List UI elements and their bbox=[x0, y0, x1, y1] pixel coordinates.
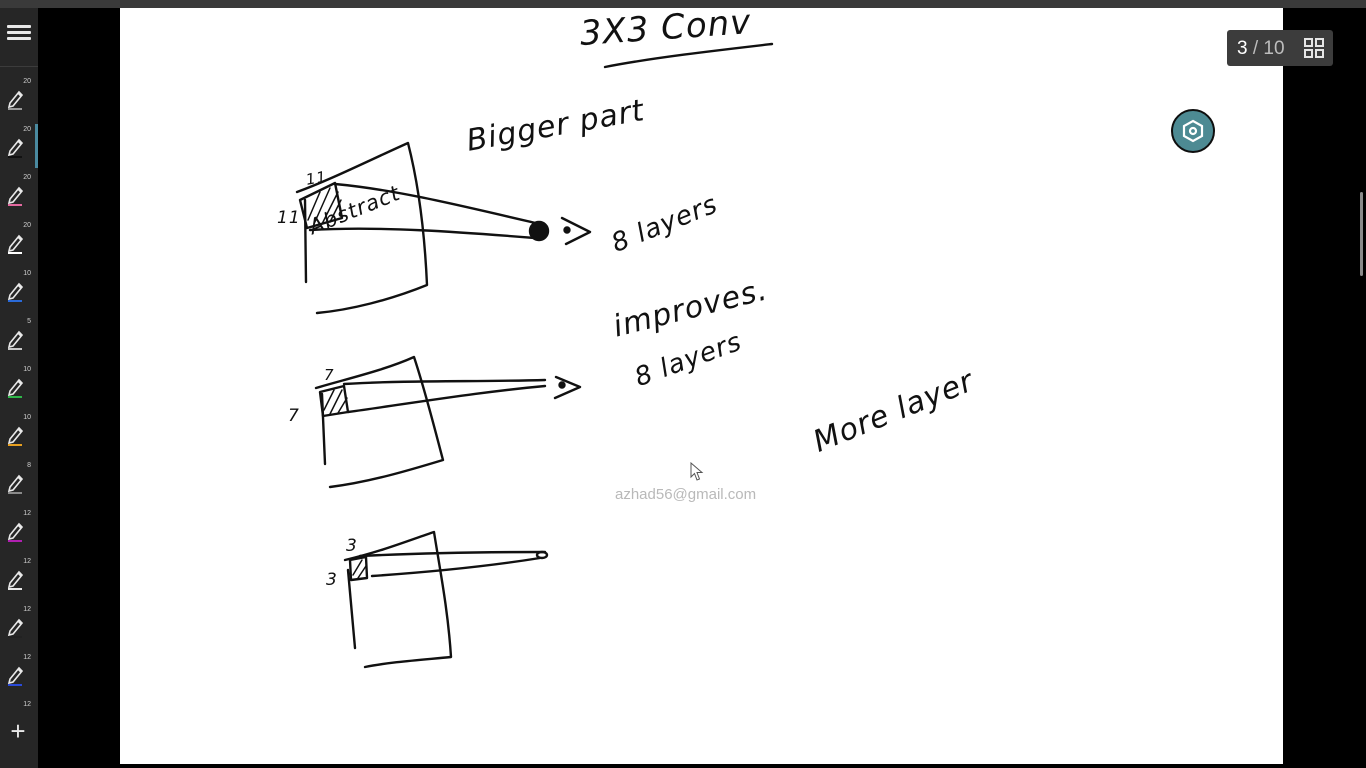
pen-toolbar: 20 20 20 20 10 5 10 10 8 12 12 12 12 12 + bbox=[0, 8, 38, 768]
pen-icon bbox=[7, 138, 24, 158]
pen-size-label: 5 bbox=[27, 318, 31, 325]
pen-size-label: 12 bbox=[23, 654, 31, 661]
page-indicator: 3 / 10 bbox=[1227, 30, 1333, 66]
add-tool-size: 12 bbox=[23, 701, 31, 708]
pen-icon bbox=[7, 234, 24, 254]
pen-size-label: 20 bbox=[23, 222, 31, 229]
pen-icon bbox=[7, 666, 24, 686]
pen-tool-12[interactable]: 12 bbox=[0, 604, 38, 648]
pen-icon bbox=[7, 570, 24, 590]
pen-tool-3[interactable]: 20 bbox=[0, 172, 38, 216]
pen-tool-6[interactable]: 5 bbox=[0, 316, 38, 360]
vertical-scrollbar[interactable] bbox=[1360, 192, 1363, 276]
pen-tool-7[interactable]: 10 bbox=[0, 364, 38, 408]
pen-size-label: 12 bbox=[23, 510, 31, 517]
pen-icon bbox=[7, 522, 24, 542]
handwritten-note-12: 3 bbox=[346, 536, 358, 556]
handwritten-note-3: 11 bbox=[304, 167, 329, 189]
pen-icon bbox=[7, 618, 24, 638]
handwritten-note-13: 3 bbox=[326, 570, 338, 590]
pen-tool-8[interactable]: 10 bbox=[0, 412, 38, 456]
mouse-cursor-icon bbox=[690, 462, 704, 481]
window-top-bar bbox=[0, 0, 1366, 8]
pen-icon bbox=[7, 378, 24, 398]
pen-size-label: 20 bbox=[23, 174, 31, 181]
pen-tool-13[interactable]: 12 bbox=[0, 652, 38, 696]
pen-size-label: 20 bbox=[23, 78, 31, 85]
page-separator: / bbox=[1252, 38, 1259, 59]
grid-view-icon[interactable] bbox=[1303, 37, 1325, 59]
pen-icon bbox=[7, 90, 24, 110]
pen-size-label: 10 bbox=[23, 270, 31, 277]
pen-size-label: 8 bbox=[27, 462, 31, 469]
handwriting-ink bbox=[295, 42, 774, 669]
right-margin bbox=[1283, 8, 1366, 768]
toolbar-divider bbox=[0, 66, 38, 67]
pen-size-label: 20 bbox=[23, 126, 31, 133]
pen-icon bbox=[7, 474, 24, 494]
pen-tool-5[interactable]: 10 bbox=[0, 268, 38, 312]
pen-tool-1[interactable]: 20 bbox=[0, 76, 38, 120]
pen-tool-9[interactable]: 8 bbox=[0, 460, 38, 504]
pen-icon bbox=[7, 330, 24, 350]
pen-icon bbox=[7, 282, 24, 302]
pen-tool-4[interactable]: 20 bbox=[0, 220, 38, 264]
current-page: 3 bbox=[1237, 38, 1248, 59]
pen-icon bbox=[7, 186, 24, 206]
pen-tool-2[interactable]: 20 bbox=[0, 124, 38, 168]
pen-size-label: 12 bbox=[23, 606, 31, 613]
pen-icon bbox=[7, 426, 24, 446]
handwritten-note-10: 7 bbox=[288, 406, 300, 426]
pen-size-label: 12 bbox=[23, 558, 31, 565]
total-pages: 10 bbox=[1263, 38, 1285, 59]
handwritten-note-4: 11 bbox=[277, 208, 301, 228]
handwritten-note-9: 7 bbox=[324, 366, 335, 384]
add-pen-button[interactable]: + bbox=[10, 716, 26, 746]
pen-tool-10[interactable]: 12 bbox=[0, 508, 38, 552]
hamburger-menu-icon[interactable] bbox=[5, 22, 33, 44]
pen-tool-11[interactable]: 12 bbox=[0, 556, 38, 600]
watermark-email: azhad56@gmail.com bbox=[615, 486, 757, 503]
pen-size-label: 10 bbox=[23, 366, 31, 373]
pen-size-label: 10 bbox=[23, 414, 31, 421]
hexagon-settings-icon[interactable] bbox=[1171, 109, 1215, 153]
whiteboard-canvas[interactable]: 3X3 Conv Bigger part 11 11 Abstract 8 layers i… bbox=[120, 8, 1283, 764]
